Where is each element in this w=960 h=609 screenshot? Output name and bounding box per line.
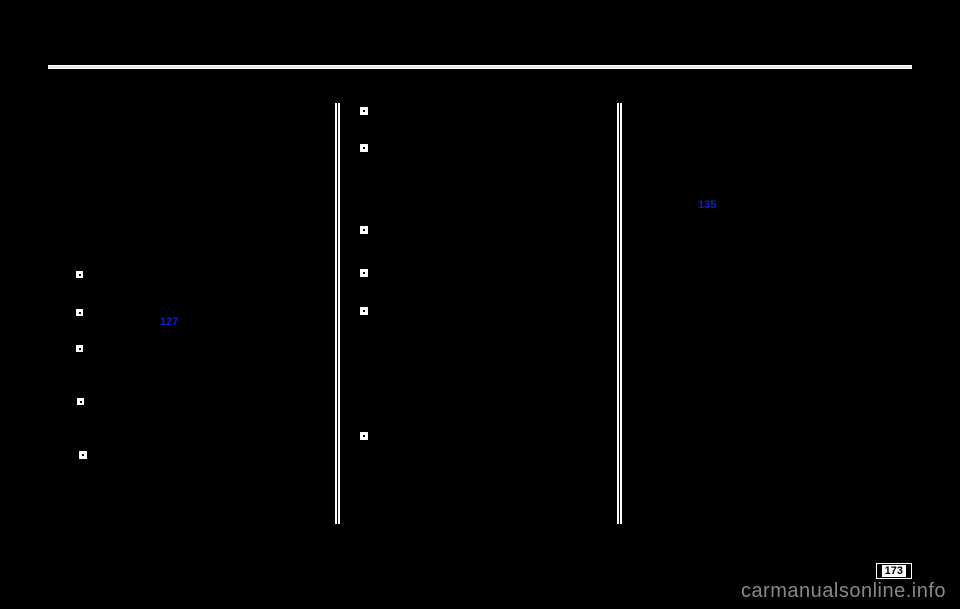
column-divider-2 bbox=[617, 103, 622, 524]
page-number-badge: 173 bbox=[876, 563, 912, 579]
bullet-icon bbox=[76, 309, 83, 316]
bullet-icon bbox=[79, 451, 87, 459]
bullet-icon bbox=[360, 144, 368, 152]
page-link[interactable]: 127 bbox=[160, 316, 178, 328]
watermark: carmanualsonline.info bbox=[741, 580, 946, 603]
page-link[interactable]: 135 bbox=[698, 199, 716, 211]
page-number: 173 bbox=[882, 565, 906, 577]
header-rule bbox=[48, 65, 912, 69]
bullet-icon bbox=[76, 345, 83, 352]
column-divider-1 bbox=[335, 103, 340, 524]
bullet-icon bbox=[360, 307, 368, 315]
bullet-icon bbox=[76, 271, 83, 278]
bullet-icon bbox=[360, 226, 368, 234]
bullet-icon bbox=[360, 107, 368, 115]
bullet-icon bbox=[360, 269, 368, 277]
bullet-icon bbox=[360, 432, 368, 440]
bullet-icon bbox=[77, 398, 84, 405]
